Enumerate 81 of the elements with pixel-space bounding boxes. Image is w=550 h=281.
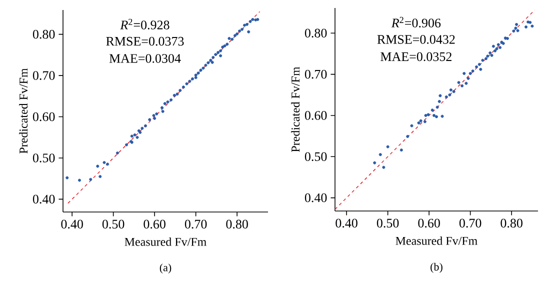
point (466, 76, 470, 80)
annotation: RMSE=0.0373 (106, 36, 184, 46)
x-tick-label: 0.70 (459, 218, 482, 228)
annotation: MAE=0.0352 (380, 52, 452, 62)
y-tick-label: 0.50 (304, 152, 327, 162)
x-tick-label: 0.80 (500, 218, 522, 228)
point (438, 94, 442, 98)
point (382, 166, 386, 169)
point (436, 106, 439, 109)
point (400, 148, 403, 152)
y-tick-label: 0.40 (304, 193, 327, 202)
point (378, 153, 382, 156)
point (488, 51, 492, 54)
point (373, 161, 376, 164)
point (494, 49, 497, 52)
x-tick-label: 0.70 (184, 220, 207, 229)
x-tick-label: 0.80 (226, 220, 248, 229)
point (484, 57, 488, 60)
point (468, 72, 472, 75)
point (449, 88, 452, 92)
point (444, 95, 448, 98)
x-tick-label: 0.50 (102, 220, 124, 229)
point (492, 44, 495, 48)
point (432, 114, 436, 117)
point (479, 68, 482, 71)
point (530, 24, 534, 28)
point (498, 46, 502, 50)
y-tick-label: 0.80 (32, 30, 55, 39)
point (430, 108, 434, 112)
point (495, 47, 498, 50)
x-tick-label: 0.50 (376, 218, 399, 228)
y-tick-label: 0.50 (32, 154, 55, 162)
point (434, 115, 438, 118)
point (419, 119, 422, 122)
x-axis-title: Measured Fv/Fm (396, 236, 478, 245)
point (462, 72, 466, 75)
point (406, 134, 410, 138)
point (417, 121, 420, 124)
point (512, 30, 516, 33)
annotation: R$^{2}$=0.906 (391, 16, 441, 28)
annotation: MAE=0.0304 (109, 54, 181, 63)
x-tick-label: 0.40 (61, 220, 83, 229)
point (440, 114, 444, 118)
point (486, 54, 490, 58)
point (478, 62, 481, 66)
point (464, 82, 468, 85)
x-axis-title: Measured Fv/Fm (124, 237, 206, 246)
point (457, 81, 460, 84)
x-tick-label: 0.60 (144, 220, 166, 229)
y-tick-label: 0.60 (32, 112, 55, 122)
point (438, 100, 441, 103)
point (475, 65, 478, 68)
point (471, 70, 474, 72)
x-tick-label: 0.60 (418, 218, 440, 228)
y-axis-title: Predicated Fv/Fm (291, 66, 300, 152)
point (481, 58, 484, 62)
point (516, 29, 520, 32)
point (460, 84, 464, 88)
point (524, 25, 528, 28)
y-tick-label: 0.60 (304, 111, 327, 120)
text: (a) (160, 264, 172, 274)
annotation: RMSE=0.0432 (377, 35, 455, 44)
point (410, 124, 414, 128)
point (424, 114, 428, 117)
y-tick-label: 0.70 (32, 71, 55, 80)
point (423, 120, 426, 124)
point (452, 90, 456, 94)
point (426, 113, 430, 116)
x-tick-label: 0.40 (336, 218, 358, 228)
y-tick-label: 0.70 (304, 70, 327, 79)
point (496, 43, 500, 46)
point (515, 22, 518, 26)
y-tick-label: 0.40 (32, 194, 55, 204)
y-tick-label: 0.80 (304, 28, 327, 38)
point (386, 145, 390, 148)
text: (b) (430, 262, 442, 273)
point (448, 93, 452, 96)
point (514, 26, 518, 30)
y-axis-title: Predicated Fv/Fm (19, 68, 28, 154)
annotation: R$^{2}$=0.928 (120, 18, 170, 30)
point (490, 54, 494, 57)
